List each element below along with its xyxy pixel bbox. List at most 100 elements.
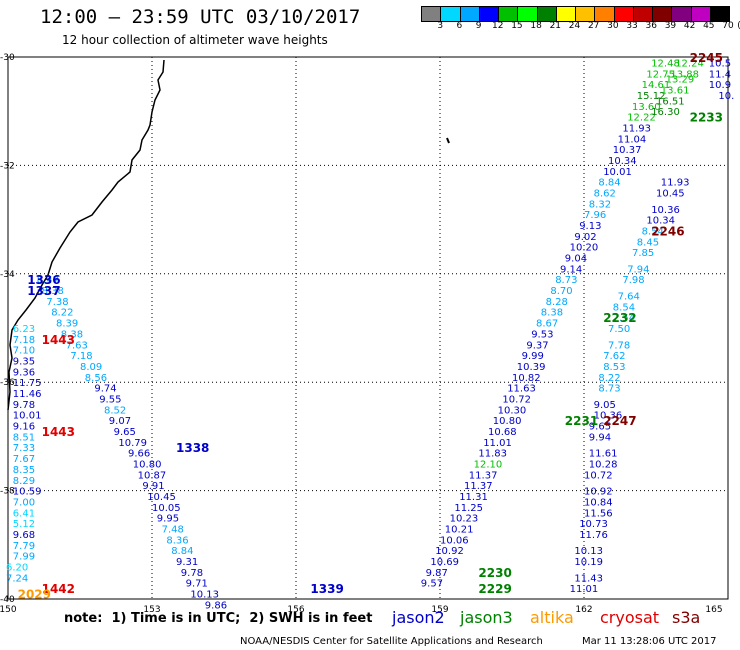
axis-labels: 150 153 156 159 162 165 -30 -32 -34 -36 -38 -40 <box>0 53 723 615</box>
colorbar-cell <box>422 7 442 21</box>
credit-line: NOAA/NESDIS Center for Satellite Applica… <box>240 636 543 647</box>
wave-height-colorbar <box>421 6 730 22</box>
colorbar-cell <box>633 7 653 21</box>
colorbar-unit: (ft) <box>737 21 740 31</box>
pass-time-label: 2029 <box>18 588 51 602</box>
swh-reading: 11.37 <box>464 481 493 492</box>
swh-reading: 11.93 <box>622 123 651 134</box>
swh-reading: 10.80 <box>133 460 162 471</box>
swh-reading: 7.94 <box>627 264 649 275</box>
swh-reading: 10.45 <box>656 189 685 200</box>
swh-reading: 13.88 <box>670 69 699 80</box>
colorbar-tick: 39 <box>664 21 677 31</box>
swh-reading: 9.02 <box>574 232 596 243</box>
chart-subtitle: 12 hour collection of altimeter wave hei… <box>62 33 328 47</box>
swh-reading: 7.54 <box>613 313 635 324</box>
swh-reading: 7.33 <box>13 443 35 454</box>
swh-reading: 10.34 <box>608 156 637 167</box>
swh-reading: 9.65 <box>114 427 136 438</box>
swh-reading: 6.41 <box>13 508 35 519</box>
chart-title: 12:00 – 23:59 UTC 03/10/2017 <box>40 6 361 28</box>
swh-reading: 8.28 <box>546 297 568 308</box>
swh-reading: 10.84 <box>584 497 613 508</box>
swh-reading: 9.74 <box>94 384 116 395</box>
lat-tick-label: -34 <box>0 270 15 280</box>
swh-reading: 8.84 <box>598 178 620 189</box>
swh-reading: 16.51 <box>656 96 685 107</box>
colorbar-tick: 70 <box>722 21 734 31</box>
colorbar-cell <box>556 7 576 21</box>
swh-reading: 7.50 <box>608 324 630 335</box>
lat-tick-label: -38 <box>0 487 15 497</box>
swh-reading: 8.38 <box>541 308 563 319</box>
swh-reading: 10.01 <box>13 411 42 422</box>
swh-reading: 8.73 <box>555 275 577 286</box>
swh-reading: 10.39 <box>517 362 546 373</box>
swh-reading: 8.84 <box>171 546 193 557</box>
colorbar-tick: 9 <box>475 21 482 31</box>
colorbar-cell <box>672 7 692 21</box>
colorbar-cell <box>710 7 729 21</box>
legend-altika: altika <box>530 608 574 627</box>
lon-tick-label: 156 <box>287 605 304 615</box>
swh-reading: 9.78 <box>13 400 35 411</box>
swh-reading: 8.29 <box>13 476 35 487</box>
swh-reading: 11.31 <box>459 492 488 503</box>
swh-reading: 10.9 <box>709 80 731 91</box>
swh-reading: 8.54 <box>642 226 664 237</box>
swh-reading: 7.79 <box>13 541 35 552</box>
swh-reading: 8.54 <box>613 302 635 313</box>
swh-reading: 5.12 <box>13 519 35 530</box>
swh-reading: 8.22 <box>51 308 73 319</box>
swh-reading: 8.53 <box>603 362 625 373</box>
swh-reading: 8.36 <box>166 535 188 546</box>
lat-tick-label: -36 <box>0 378 15 388</box>
colorbar-tick: 30 <box>607 21 619 31</box>
swh-reading: 9.71 <box>186 579 208 590</box>
swh-reading: 13.60 <box>632 102 661 113</box>
lat-tick-label: -32 <box>0 161 15 171</box>
swh-reading: 7.18 <box>70 351 92 362</box>
swh-reading: 6.23 <box>13 324 35 335</box>
swh-reading: 8.45 <box>637 237 659 248</box>
swh-readings: 8.478.387.388.228.398.387.637.188.098.56… <box>6 58 734 611</box>
swh-reading: 10.59 <box>13 487 42 498</box>
lat-tick-label: -30 <box>0 53 15 63</box>
swh-reading: 10.72 <box>502 394 531 405</box>
lon-tick-label: 165 <box>705 605 722 615</box>
swh-reading: 10.80 <box>493 416 522 427</box>
swh-reading: 8.39 <box>56 319 78 330</box>
swh-reading: 9.65 <box>589 422 611 433</box>
swh-reading: 8.67 <box>536 319 558 330</box>
colorbar-tick: 27 <box>587 21 600 31</box>
swh-reading: 10.05 <box>152 503 181 514</box>
lat-tick-label: -40 <box>0 595 15 605</box>
coastline <box>7 59 165 411</box>
colorbar-cell <box>479 7 499 21</box>
pass-time-label: 2246 <box>651 224 684 238</box>
lon-tick-label: 159 <box>431 605 448 615</box>
swh-reading: 11.01 <box>570 584 599 595</box>
swh-reading: 11.76 <box>579 530 608 541</box>
swh-reading: 15.12 <box>637 91 666 102</box>
swh-reading: 10.79 <box>118 438 147 449</box>
colorbar-cell <box>460 7 480 21</box>
swh-reading: 7.24 <box>6 573 28 584</box>
colorbar-cell <box>691 7 711 21</box>
swh-reading: 9.37 <box>526 340 548 351</box>
swh-reading: 10.68 <box>488 427 517 438</box>
swh-reading: 7.00 <box>13 497 35 508</box>
swh-reading: 10.36 <box>651 205 680 216</box>
swh-reading: 11.63 <box>507 384 536 395</box>
colorbar-tick: 24 <box>568 21 581 31</box>
swh-reading: 8.73 <box>598 384 620 395</box>
pass-time-label: 2229 <box>478 582 511 596</box>
swh-reading: 8.51 <box>13 432 35 443</box>
swh-reading: 9.13 <box>579 221 601 232</box>
swh-reading: 9.91 <box>142 481 164 492</box>
swh-reading: 6.20 <box>6 562 28 573</box>
swh-reading: 14.61 <box>642 80 671 91</box>
